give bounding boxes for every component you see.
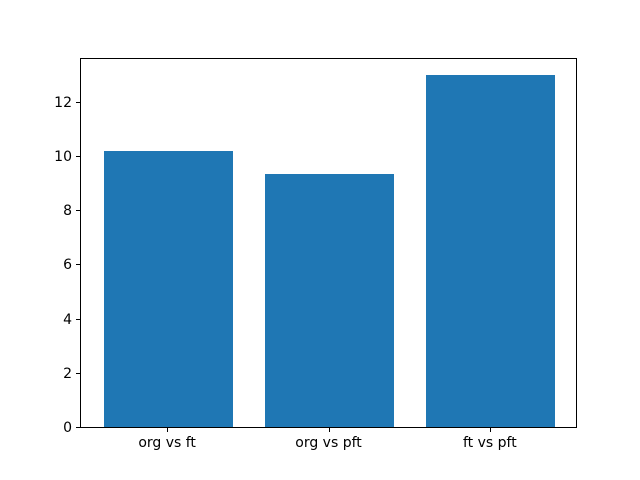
y-tick-mark (76, 155, 80, 157)
y-tick-label: 6 (63, 257, 72, 274)
x-tick-label: ft vs pft (463, 435, 517, 451)
plot-area (80, 58, 577, 428)
y-tick-label: 12 (54, 94, 72, 111)
x-tick-mark (167, 428, 169, 432)
bar-org-vs-pft (264, 173, 395, 427)
y-tick-mark (76, 427, 80, 428)
bar-ft-vs-pft (426, 74, 556, 427)
y-tick-label: 2 (63, 365, 72, 382)
y-tick-label: 10 (54, 148, 72, 165)
y-tick-mark (76, 210, 80, 212)
x-tick-label: org vs pft (295, 435, 362, 451)
y-tick-label: 4 (63, 311, 72, 328)
y-tick-mark (76, 101, 80, 103)
y-tick-mark (76, 264, 80, 266)
x-tick-mark (489, 428, 491, 432)
x-tick-label: org vs ft (138, 435, 196, 451)
y-tick-mark (76, 318, 80, 320)
y-tick-mark (76, 372, 80, 374)
bar-org-vs-ft (103, 150, 233, 427)
x-tick-mark (328, 428, 330, 432)
y-tick-label: 0 (63, 420, 72, 436)
y-tick-label: 8 (63, 203, 72, 220)
